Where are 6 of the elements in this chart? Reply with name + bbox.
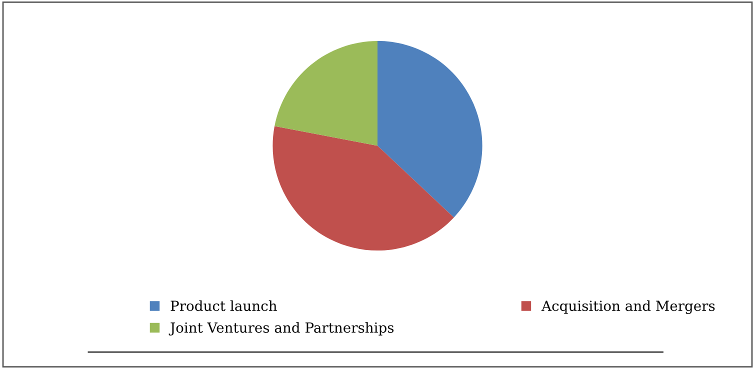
pie-slice	[274, 40, 378, 146]
legend-label: Product launch	[170, 300, 277, 312]
legend-label: Joint Ventures and Partnerships	[168, 322, 394, 336]
pie-slice	[378, 40, 482, 218]
pie-slice	[272, 126, 454, 251]
legend-label: Acquisition and Mergers	[541, 300, 715, 314]
